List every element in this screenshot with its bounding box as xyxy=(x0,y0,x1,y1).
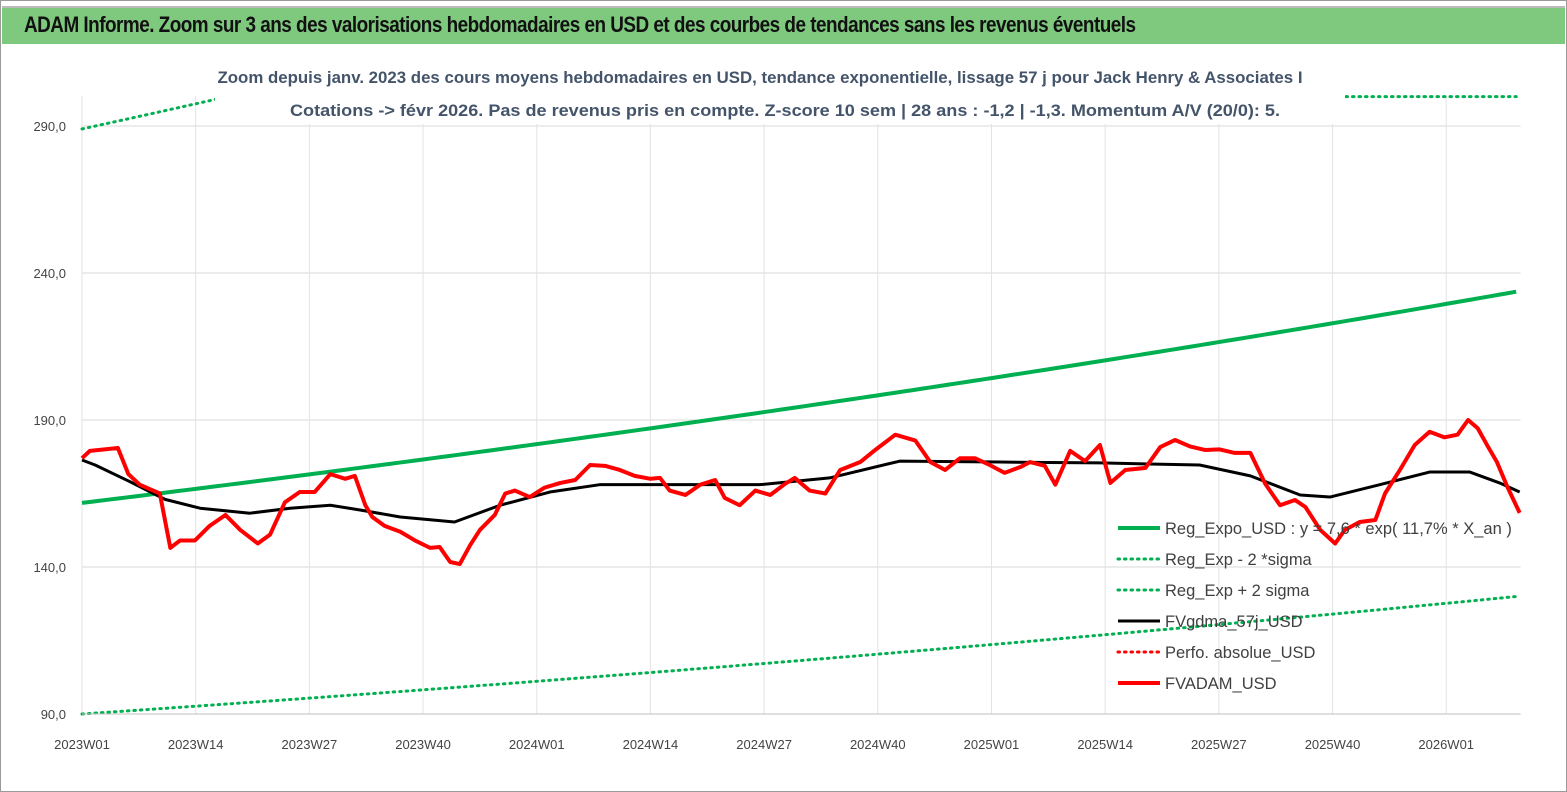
x-tick-label: 2024W14 xyxy=(623,737,679,752)
y-tick-label: 90,0 xyxy=(41,707,66,722)
x-tick-label: 2025W01 xyxy=(964,737,1020,752)
legend-label: Reg_Expo_USD : y = 7,6 * exp( 11,7% * X_… xyxy=(1165,520,1512,538)
x-tick-label: 2024W01 xyxy=(509,737,565,752)
legend-label: FVgdma_57j_USD xyxy=(1165,613,1303,631)
x-tick-label: 2025W40 xyxy=(1305,737,1361,752)
title-background xyxy=(215,56,1345,124)
legend-label: Perfo. absolue_USD xyxy=(1165,644,1316,662)
legend-label: Reg_Exp + 2 sigma xyxy=(1165,582,1310,600)
legend: Reg_Expo_USD : y = 7,6 * exp( 11,7% * X_… xyxy=(1116,520,1512,693)
series-line-0 xyxy=(81,289,1517,505)
x-tick-label: 2023W14 xyxy=(168,737,224,752)
y-tick-label: 190,0 xyxy=(33,413,66,428)
chart-title-line-1: Zoom depuis janv. 2023 des cours moyens … xyxy=(218,68,1303,87)
x-tick-label: 2023W40 xyxy=(395,737,451,752)
x-tick-label: 2026W01 xyxy=(1418,737,1474,752)
x-tick-label: 2023W27 xyxy=(282,737,338,752)
axes: 90,0 140,0 190,0 240,0 290,0 2023W01 2023W14 20… xyxy=(33,119,1521,752)
series-line-5 xyxy=(80,418,1522,567)
report-title: ADAM Informe. Zoom sur 3 ans des valoris… xyxy=(24,12,1136,37)
y-tick-label: 290,0 xyxy=(33,119,66,134)
chart-title-line-2: Cotations -> févr 2026. Pas de revenus p… xyxy=(290,101,1280,120)
y-tick-label: 140,0 xyxy=(33,560,66,575)
series-line-1 xyxy=(80,595,1518,716)
series-lines xyxy=(80,95,1522,716)
series-line-3 xyxy=(81,458,1521,524)
report-header: ADAM Informe. Zoom sur 3 ans des valoris… xyxy=(2,6,1565,44)
x-tick-label: 2025W27 xyxy=(1191,737,1247,752)
x-tick-label: 2025W14 xyxy=(1077,737,1133,752)
legend-label: Reg_Exp - 2 *sigma xyxy=(1165,551,1313,569)
x-tick-label: 2024W27 xyxy=(736,737,792,752)
x-tick-label: 2023W01 xyxy=(54,737,110,752)
y-tick-label: 240,0 xyxy=(33,266,66,281)
grid xyxy=(81,96,1521,715)
legend-label: FVADAM_USD xyxy=(1165,675,1277,693)
x-tick-label: 2024W40 xyxy=(850,737,906,752)
